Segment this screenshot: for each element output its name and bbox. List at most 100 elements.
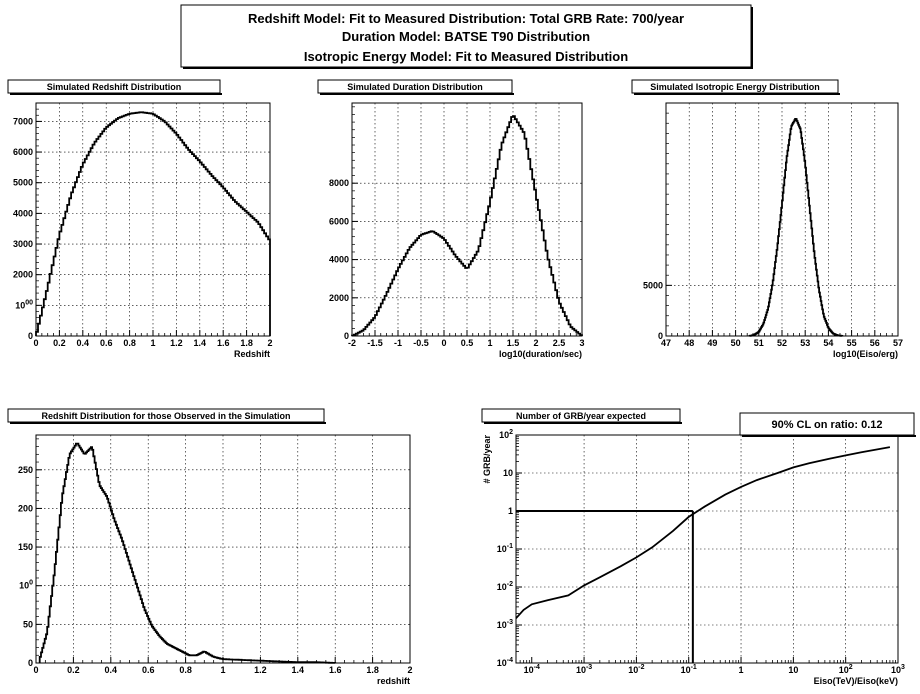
- x-tick-label: 50: [731, 338, 741, 348]
- y-tick-label: 0: [28, 658, 33, 668]
- y-tick-label: 5000: [643, 280, 663, 290]
- y-tick-label: 1000: [15, 299, 33, 310]
- x-tick-label: 1.8: [366, 665, 379, 675]
- header-line-3: Isotropic Energy Model: Fit to Measured …: [304, 49, 628, 64]
- x-tick-label: 49: [707, 338, 717, 348]
- x-tick-label: 2: [407, 665, 412, 675]
- x-tick-label: 1.4: [194, 338, 207, 348]
- histogram-series: [748, 118, 844, 337]
- histogram-series: [35, 111, 271, 336]
- cl-annotation-shadow: [742, 435, 916, 437]
- y-tick-label: 10: [503, 468, 513, 478]
- y-tick-label: 100: [19, 580, 33, 591]
- x-tick-label: 53: [800, 338, 810, 348]
- x-axis-label: redshift: [377, 676, 410, 686]
- y-tick-label: 0: [28, 331, 33, 341]
- x-tick-label: 102: [839, 664, 853, 675]
- x-tick-label: 1.2: [254, 665, 267, 675]
- x-tick-label: 1.2: [170, 338, 183, 348]
- y-tick-label: 5000: [13, 178, 33, 188]
- x-tick-label: 1: [487, 338, 492, 348]
- x-tick-label: 103: [891, 664, 905, 675]
- y-tick-label: 10-3: [497, 619, 513, 630]
- x-tick-label: 56: [870, 338, 880, 348]
- x-tick-label: 1: [150, 338, 155, 348]
- panel-title-shadow: [10, 93, 222, 95]
- x-tick-label: 2: [267, 338, 272, 348]
- y-tick-label: 6000: [13, 147, 33, 157]
- chart-panel-5: Number of GRB/year expected 10-4 10-3 10-2 1…: [481, 408, 916, 686]
- cl-annotation-text: 90% CL on ratio: 0.12: [771, 419, 882, 431]
- chart-panel-3: Simulated Isotropic Energy Distribution 4…: [631, 79, 903, 359]
- panel-title: Redshift Distribution for those Observed…: [41, 411, 290, 421]
- x-tick-label: 1.4: [292, 665, 305, 675]
- chart-panel-2: Simulated Duration Distribution -2 -1.5 -1 -…: [317, 79, 585, 359]
- x-tick-label: 10: [788, 665, 798, 675]
- x-tick-label: 1.8: [240, 338, 253, 348]
- x-tick-label: 3: [579, 338, 584, 348]
- panel-title: Simulated Isotropic Energy Distribution: [650, 82, 820, 92]
- panel-title-shadow: [484, 422, 682, 424]
- x-axis-label: log10(duration/sec): [499, 349, 582, 359]
- x-tick-label: 0: [441, 338, 446, 348]
- y-tick-label: 102: [499, 429, 513, 440]
- panel-title-shadow: [634, 93, 840, 95]
- x-tick-label: 1.6: [217, 338, 230, 348]
- y-tick-label: 6000: [329, 216, 349, 226]
- x-tick-label: 57: [893, 338, 903, 348]
- y-tick-label: 2000: [329, 293, 349, 303]
- x-tick-label: 0.2: [67, 665, 80, 675]
- x-tick-label: 0.4: [105, 665, 118, 675]
- y-tick-label: 10-2: [497, 581, 513, 592]
- x-tick-label: -2: [348, 338, 356, 348]
- header-line-2: Duration Model: BATSE T90 Distribution: [342, 29, 590, 44]
- y-tick-label: 4000: [329, 255, 349, 265]
- x-axis-label: Eiso(TeV)/Eiso(keV): [814, 676, 898, 686]
- x-tick-label: 52: [777, 338, 787, 348]
- cl-annotation: 90% CL on ratio: 0.12: [739, 412, 916, 437]
- x-tick-label: 10-1: [681, 664, 697, 675]
- x-tick-label: 1.6: [329, 665, 342, 675]
- y-tick-label: 10-4: [497, 657, 513, 668]
- x-tick-label: 1.5: [507, 338, 520, 348]
- x-tick-label: -1: [394, 338, 402, 348]
- y-tick-label: 3000: [13, 239, 33, 249]
- x-tick-label: -0.5: [413, 338, 429, 348]
- y-tick-label: 7000: [13, 116, 33, 126]
- x-tick-label: 0.8: [123, 338, 136, 348]
- header-title-box: Redshift Model: Fit to Measured Distribu…: [180, 4, 753, 69]
- header-line-1: Redshift Model: Fit to Measured Distribu…: [248, 11, 684, 26]
- y-tick-label: 50: [23, 619, 33, 629]
- x-tick-label: 0: [33, 665, 38, 675]
- y-tick-label: 4000: [13, 208, 33, 218]
- y-tick-label: 1: [508, 506, 513, 516]
- rate-curve: [515, 446, 891, 619]
- y-tick-label: 0: [344, 331, 349, 341]
- x-tick-label: 55: [847, 338, 857, 348]
- x-tick-label: 51: [754, 338, 764, 348]
- x-tick-label: 1: [739, 665, 744, 675]
- histogram-series: [38, 442, 337, 664]
- y-axis-label: # GRB/year: [482, 435, 492, 484]
- x-tick-label: 47: [661, 338, 671, 348]
- x-tick-label: 2: [533, 338, 538, 348]
- x-tick-label: 10-3: [576, 664, 592, 675]
- x-tick-label: 0: [33, 338, 38, 348]
- y-tick-label: 200: [18, 503, 33, 513]
- panel-title: Simulated Duration Distribution: [347, 82, 483, 92]
- y-tick-label: 8000: [329, 178, 349, 188]
- x-tick-label: 48: [684, 338, 694, 348]
- x-tick-label: 0.5: [461, 338, 474, 348]
- x-tick-label: 0.6: [100, 338, 113, 348]
- x-tick-label: 1: [220, 665, 225, 675]
- x-tick-label: 0.2: [53, 338, 66, 348]
- y-tick-label: 250: [18, 465, 33, 475]
- y-tick-label: 150: [18, 542, 33, 552]
- x-tick-label: 10-2: [628, 664, 644, 675]
- y-tick-label: 2000: [13, 270, 33, 280]
- chart-panel-1: Simulated Redshift Distribution 0 0.2 0.4 0.…: [7, 79, 273, 359]
- chart-panel-4: Redshift Distribution for those Observed…: [7, 408, 413, 686]
- panel-title: Number of GRB/year expected: [516, 411, 646, 421]
- plot-frame: [35, 434, 411, 664]
